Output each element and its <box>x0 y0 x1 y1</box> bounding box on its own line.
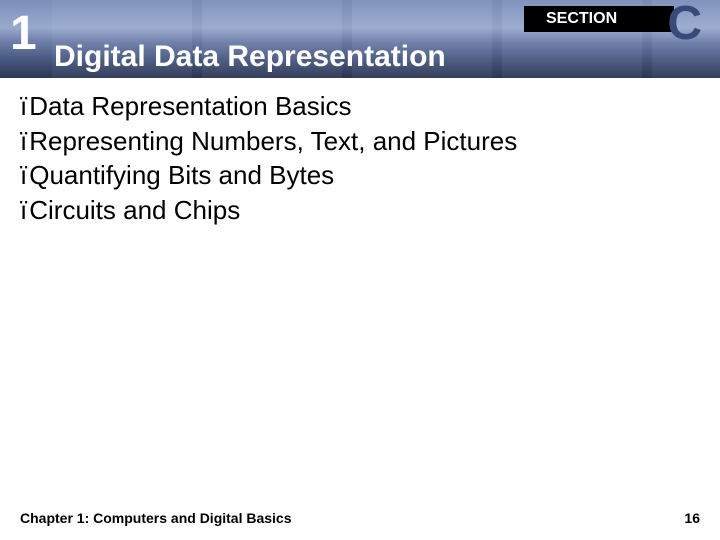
slide-title: Digital Data Representation <box>54 40 446 74</box>
bullet-icon: ï <box>20 159 27 192</box>
bullet-text: Circuits and Chips <box>29 194 240 227</box>
section-letter: C <box>667 0 702 51</box>
bullet-text: Quantifying Bits and Bytes <box>29 159 334 192</box>
section-label-box: SECTION <box>524 6 674 32</box>
bullet-icon: ï <box>20 194 27 227</box>
bullet-text: Representing Numbers, Text, and Pictures <box>29 125 517 158</box>
chapter-number: 1 <box>10 6 37 61</box>
bullet-icon: ï <box>20 125 27 158</box>
slide: 1 Digital Data Representation SECTION C … <box>0 0 720 540</box>
list-item: ï Circuits and Chips <box>20 194 700 227</box>
list-item: ï Representing Numbers, Text, and Pictur… <box>20 125 700 158</box>
list-item: ï Quantifying Bits and Bytes <box>20 159 700 192</box>
header-band: 1 Digital Data Representation SECTION C <box>0 0 720 78</box>
bullet-text: Data Representation Basics <box>29 90 351 123</box>
body-content: ï Data Representation Basics ï Represent… <box>20 90 700 228</box>
footer: Chapter 1: Computers and Digital Basics … <box>0 510 720 526</box>
list-item: ï Data Representation Basics <box>20 90 700 123</box>
footer-chapter-title: Chapter 1: Computers and Digital Basics <box>20 510 292 526</box>
bullet-icon: ï <box>20 90 27 123</box>
footer-page-number: 16 <box>684 510 700 526</box>
